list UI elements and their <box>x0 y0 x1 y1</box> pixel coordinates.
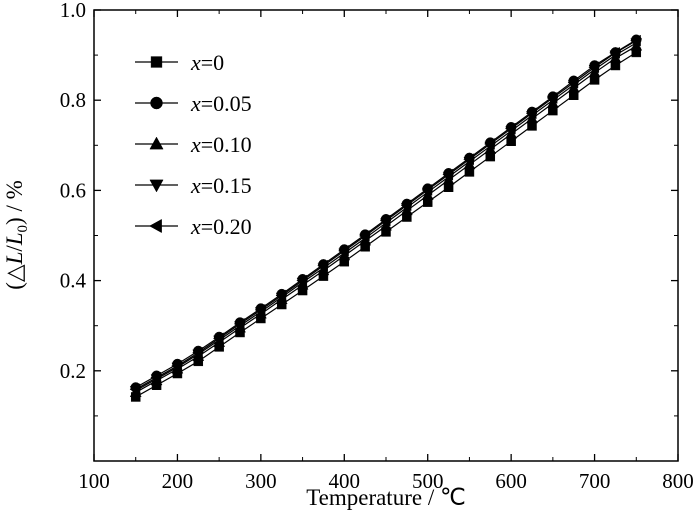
legend-label-value: =0.20 <box>201 214 252 239</box>
data-point <box>150 371 162 384</box>
x-tick-label: 100 <box>78 469 110 493</box>
legend-item: x=0 <box>135 50 224 75</box>
data-point <box>233 317 245 330</box>
y-axis-title-sub: 0 <box>15 225 31 233</box>
x-tick-label: 700 <box>579 469 611 493</box>
data-point <box>567 76 579 89</box>
legend-label-var: x <box>190 50 201 75</box>
data-point <box>400 199 412 212</box>
data-point <box>463 153 474 166</box>
data-point <box>379 214 391 227</box>
series-triangle-left <box>129 34 641 396</box>
legend-marker-triangle-left <box>149 218 162 234</box>
legend-label-value: =0.10 <box>201 132 252 157</box>
x-tick-label: 200 <box>162 469 194 493</box>
data-point <box>254 303 266 316</box>
x-tick-label: 500 <box>412 469 444 493</box>
x-tick-label: 600 <box>495 469 527 493</box>
legend: x=0x=0.05x=0.10x=0.15x=0.20 <box>135 50 252 239</box>
legend-label: x=0.10 <box>190 132 252 157</box>
data-point <box>192 346 203 359</box>
y-tick-label: 0.2 <box>60 359 86 383</box>
data-point <box>358 230 370 242</box>
legend-item: x=0.05 <box>135 91 252 116</box>
legend-label-var: x <box>190 132 201 157</box>
data-point <box>296 274 308 287</box>
legend-label-var: x <box>190 214 201 239</box>
data-point <box>212 332 224 345</box>
data-point <box>546 92 558 104</box>
legend-marker-triangle-down <box>149 179 164 193</box>
y-tick-label: 1.0 <box>60 0 86 22</box>
data-point <box>421 184 433 196</box>
data-point <box>317 259 328 272</box>
legend-label-var: x <box>190 91 201 116</box>
legend-label-var: x <box>190 173 201 198</box>
y-axis-title-slash: / <box>2 245 27 252</box>
legend-label: x=0.15 <box>190 173 252 198</box>
y-axis-title-suffix: ) / % <box>2 180 27 225</box>
data-point <box>484 138 495 150</box>
legend-marker-circle <box>150 96 163 110</box>
legend-item: x=0.15 <box>135 173 252 198</box>
legend-item: x=0.20 <box>135 214 252 239</box>
y-tick-label: 0.8 <box>60 88 86 112</box>
legend-label: x=0.20 <box>190 214 252 239</box>
y-tick-label: 0.4 <box>60 269 87 293</box>
legend-marker-triangle-up <box>149 136 164 150</box>
plot-frame <box>93 9 679 462</box>
legend-label-value: =0 <box>201 50 224 75</box>
series-square <box>130 47 642 402</box>
data-point <box>609 46 620 59</box>
data-point <box>525 107 537 120</box>
x-tick-label: 400 <box>329 469 361 493</box>
data-point <box>588 61 600 74</box>
y-axis-title: (△L/L0) / % <box>2 180 31 290</box>
x-axis-title: Temperature / ℃ <box>306 485 466 510</box>
y-axis-title-l1: L <box>2 252 27 266</box>
ticks-layer: 100 200 300 400 500 600 700 800 0.2 0.4 0.6 0.8 1.0 <box>60 0 694 493</box>
y-axis-title-prefix: (△ <box>2 264 27 290</box>
data-point <box>171 359 182 372</box>
data-point <box>275 289 287 302</box>
legend-label: x=0 <box>190 50 224 75</box>
y-tick-label: 0.6 <box>60 178 86 202</box>
x-tick-label: 800 <box>662 469 694 493</box>
legend-item: x=0.10 <box>135 132 252 157</box>
data-point <box>442 168 454 181</box>
data-point <box>504 122 516 135</box>
x-tick-label: 300 <box>245 469 277 493</box>
data-point <box>129 383 141 396</box>
legend-label-value: =0.15 <box>201 173 252 198</box>
data-point <box>338 244 349 257</box>
series-layer <box>129 34 643 402</box>
legend-label: x=0.05 <box>190 91 252 116</box>
legend-marker-square <box>150 56 163 68</box>
y-axis-title-l2: L <box>2 232 27 246</box>
data-point <box>630 34 641 47</box>
legend-label-value: =0.05 <box>201 91 252 116</box>
